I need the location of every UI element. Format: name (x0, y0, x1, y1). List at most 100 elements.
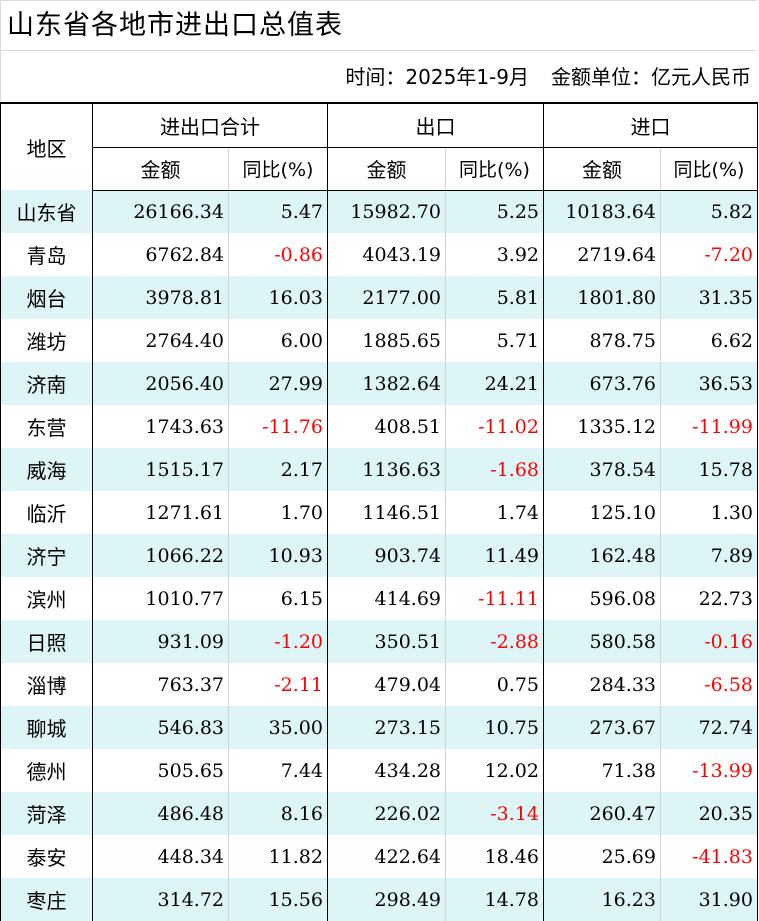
export-yoy-cell: 10.75 (445, 706, 544, 749)
region-cell: 潍坊 (0, 319, 93, 362)
total-amount-cell: 1515.17 (92, 448, 229, 491)
total-yoy-cell: 8.16 (228, 792, 328, 835)
total-yoy-cell: 27.99 (228, 362, 328, 405)
region-cell: 济南 (0, 362, 93, 405)
table-row: 临沂 1271.61 1.70 1146.51 1.74 125.10 1.30 (0, 491, 758, 534)
total-yoy-cell: 15.56 (228, 878, 328, 921)
export-amount-cell: 15982.70 (327, 190, 446, 233)
export-yoy-cell: 11.49 (445, 534, 544, 577)
export-yoy-cell: -11.02 (445, 405, 544, 448)
table-row: 菏泽 486.48 8.16 226.02 -3.14 260.47 20.35 (0, 792, 758, 835)
export-yoy-cell: -11.11 (445, 577, 544, 620)
total-amount-cell: 448.34 (92, 835, 229, 878)
total-amount-cell: 6762.84 (92, 233, 229, 276)
table-row: 日照 931.09 -1.20 350.51 -2.88 580.58 -0.16 (0, 620, 758, 663)
total-amount-cell: 505.65 (92, 749, 229, 792)
table-row: 烟台 3978.81 16.03 2177.00 5.81 1801.80 31.35 (0, 276, 758, 319)
table-row: 潍坊 2764.40 6.00 1885.65 5.71 878.75 6.62 (0, 319, 758, 362)
import-amount-cell: 16.23 (543, 878, 661, 921)
table-row: 聊城 546.83 35.00 273.15 10.75 273.67 72.74 (0, 706, 758, 749)
page-title: 山东省各地市进出口总值表 (0, 0, 757, 50)
export-amount-cell: 479.04 (327, 663, 446, 706)
region-cell: 德州 (0, 749, 93, 792)
region-cell: 临沂 (0, 491, 93, 534)
total-yoy-cell: 7.44 (228, 749, 328, 792)
total-amount-cell: 763.37 (92, 663, 229, 706)
import-yoy-cell: -41.83 (660, 835, 758, 878)
export-amount-cell: 226.02 (327, 792, 446, 835)
export-yoy-cell: 18.46 (445, 835, 544, 878)
total-amount-cell: 26166.34 (92, 190, 229, 233)
export-amount-cell: 1136.63 (327, 448, 446, 491)
region-cell: 淄博 (0, 663, 93, 706)
export-amount-cell: 273.15 (327, 706, 446, 749)
region-cell: 菏泽 (0, 792, 93, 835)
import-amount-header: 金额 (543, 147, 661, 191)
total-amount-cell: 931.09 (92, 620, 229, 663)
export-yoy-cell: 1.74 (445, 491, 544, 534)
export-amount-cell: 903.74 (327, 534, 446, 577)
import-amount-cell: 878.75 (543, 319, 661, 362)
total-yoy-cell: 2.17 (228, 448, 328, 491)
import-yoy-cell: 22.73 (660, 577, 758, 620)
import-amount-cell: 1335.12 (543, 405, 661, 448)
region-cell: 山东省 (0, 190, 93, 233)
import-yoy-cell: 72.74 (660, 706, 758, 749)
export-yoy-header: 同比(%) (445, 147, 544, 191)
import-yoy-cell: 15.78 (660, 448, 758, 491)
import-amount-cell: 378.54 (543, 448, 661, 491)
import-amount-cell: 10183.64 (543, 190, 661, 233)
import-amount-cell: 25.69 (543, 835, 661, 878)
export-yoy-cell: -2.88 (445, 620, 544, 663)
table-row: 淄博 763.37 -2.11 479.04 0.75 284.33 -6.58 (0, 663, 758, 706)
total-amount-cell: 486.48 (92, 792, 229, 835)
export-yoy-cell: 5.71 (445, 319, 544, 362)
table-header: 地区 进出口合计 出口 进口 金额 同比(%) 金额 同比(%) 金额 同比(%… (0, 102, 758, 191)
import-amount-cell: 284.33 (543, 663, 661, 706)
import-yoy-cell: 36.53 (660, 362, 758, 405)
export-amount-cell: 1382.64 (327, 362, 446, 405)
import-yoy-header: 同比(%) (660, 147, 758, 191)
export-amount-cell: 298.49 (327, 878, 446, 921)
table-row: 山东省 26166.34 5.47 15982.70 5.25 10183.64 5.82 (0, 190, 758, 233)
export-yoy-cell: 3.92 (445, 233, 544, 276)
total-amount-cell: 2056.40 (92, 362, 229, 405)
total-amount-cell: 1010.77 (92, 577, 229, 620)
total-amount-cell: 2764.40 (92, 319, 229, 362)
export-yoy-cell: -3.14 (445, 792, 544, 835)
import-yoy-cell: -13.99 (660, 749, 758, 792)
total-amount-cell: 1271.61 (92, 491, 229, 534)
import-amount-cell: 273.67 (543, 706, 661, 749)
total-amount-cell: 3978.81 (92, 276, 229, 319)
export-yoy-cell: 5.25 (445, 190, 544, 233)
table-row: 威海 1515.17 2.17 1136.63 -1.68 378.54 15.78 (0, 448, 758, 491)
import-yoy-cell: -0.16 (660, 620, 758, 663)
total-yoy-cell: 35.00 (228, 706, 328, 749)
region-cell: 威海 (0, 448, 93, 491)
total-amount-cell: 1066.22 (92, 534, 229, 577)
export-amount-header: 金额 (327, 147, 446, 191)
import-yoy-cell: 6.62 (660, 319, 758, 362)
total-amount-cell: 546.83 (92, 706, 229, 749)
import-amount-cell: 673.76 (543, 362, 661, 405)
export-amount-cell: 2177.00 (327, 276, 446, 319)
total-amount-header: 金额 (92, 147, 229, 191)
region-cell: 聊城 (0, 706, 93, 749)
unit-label: 金额单位：亿元人民币 (551, 65, 751, 89)
total-yoy-cell: -2.11 (228, 663, 328, 706)
total-yoy-header: 同比(%) (228, 147, 328, 191)
import-yoy-cell: -6.58 (660, 663, 758, 706)
export-amount-cell: 350.51 (327, 620, 446, 663)
region-cell: 日照 (0, 620, 93, 663)
total-yoy-cell: 6.00 (228, 319, 328, 362)
export-yoy-cell: -1.68 (445, 448, 544, 491)
import-yoy-cell: 31.35 (660, 276, 758, 319)
table-body: 山东省 26166.34 5.47 15982.70 5.25 10183.64 5.82 青… (0, 190, 758, 921)
import-yoy-cell: 31.90 (660, 878, 758, 921)
import-yoy-cell: 5.82 (660, 190, 758, 233)
time-period: 时间：2025年1-9月 (345, 65, 529, 89)
total-yoy-cell: -0.86 (228, 233, 328, 276)
export-yoy-cell: 12.02 (445, 749, 544, 792)
region-cell: 泰安 (0, 835, 93, 878)
region-cell: 烟台 (0, 276, 93, 319)
